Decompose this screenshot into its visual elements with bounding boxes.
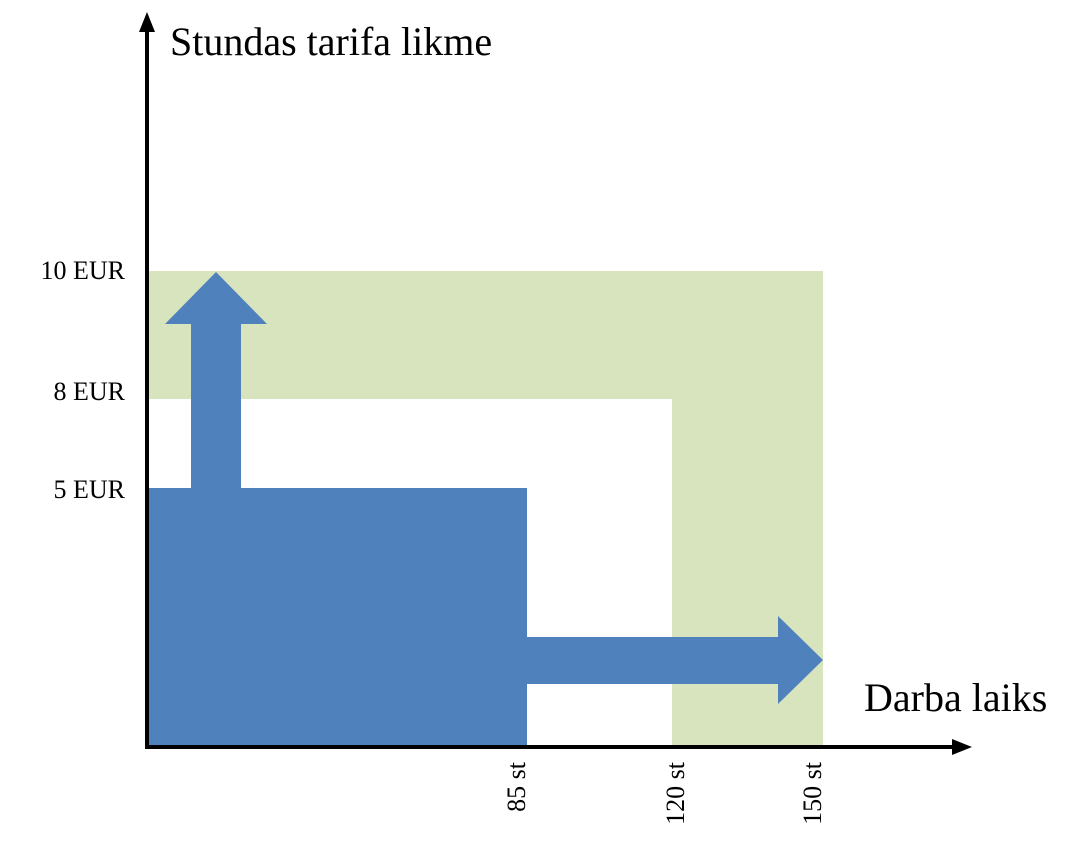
x-tick-label-150: 150 st bbox=[798, 761, 827, 825]
x-axis-arrowhead bbox=[952, 739, 972, 755]
x-tick-label-85: 85 st bbox=[502, 761, 531, 812]
x-axis-title: Darba laiks bbox=[864, 675, 1047, 720]
y-axis-title: Stundas tarifa likme bbox=[170, 19, 492, 64]
y-axis-arrowhead bbox=[139, 12, 155, 32]
y-tick-label-8: 8 EUR bbox=[54, 377, 126, 406]
base-rate-block bbox=[147, 488, 527, 747]
hours-increase-arrow bbox=[525, 616, 823, 704]
rate-increase-arrow bbox=[165, 272, 267, 490]
y-tick-label-5: 5 EUR bbox=[54, 475, 126, 504]
y-tick-label-10: 10 EUR bbox=[41, 256, 126, 285]
x-tick-label-120: 120 st bbox=[661, 761, 690, 825]
